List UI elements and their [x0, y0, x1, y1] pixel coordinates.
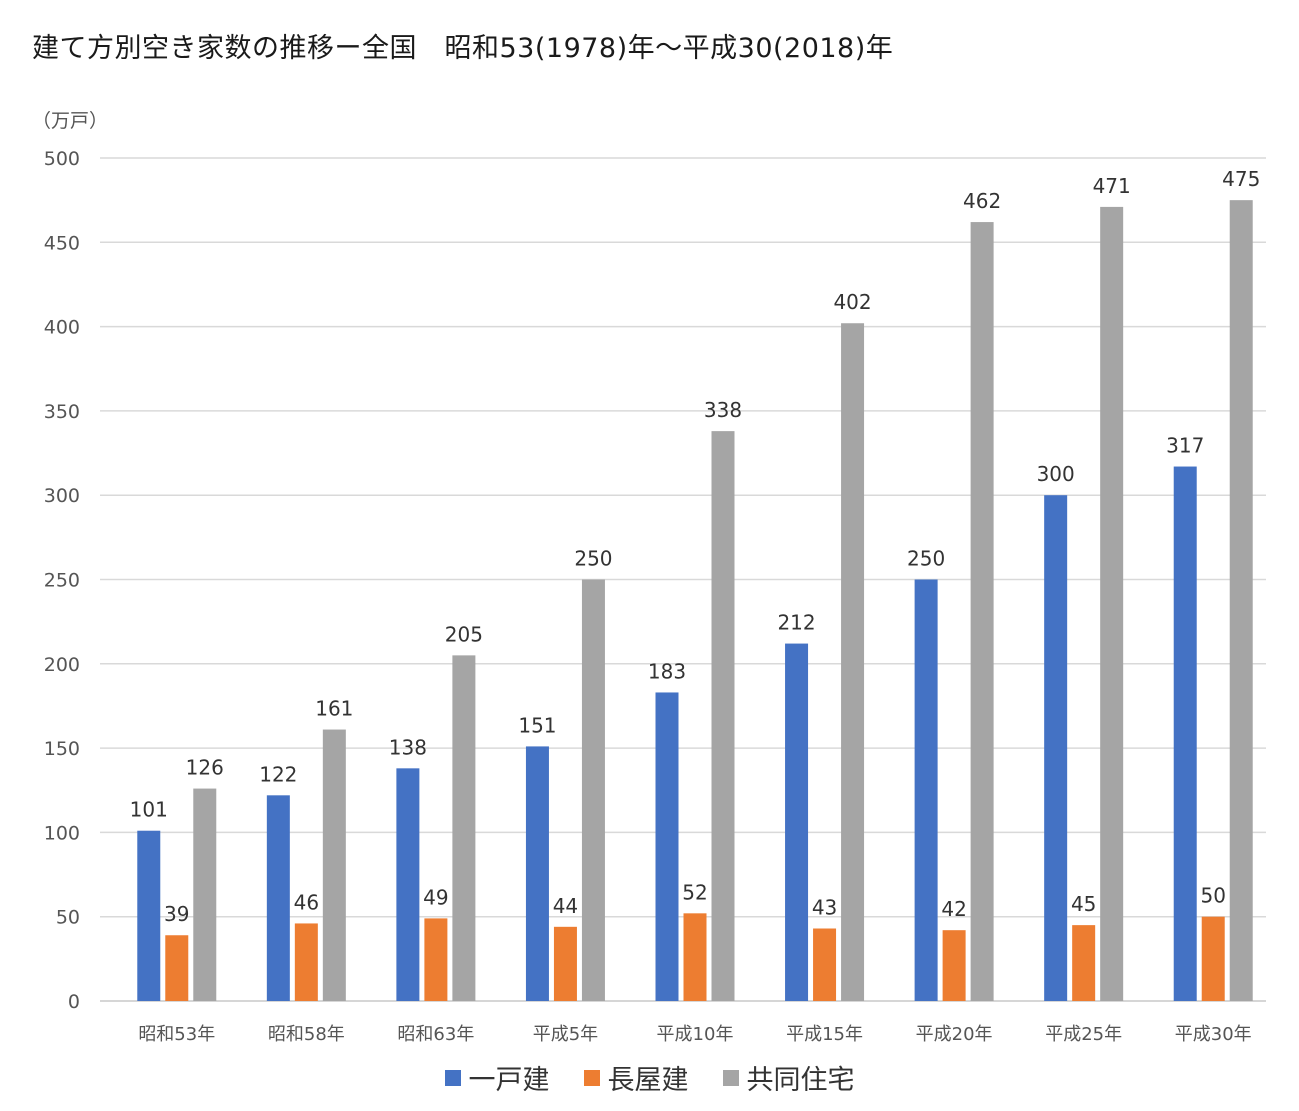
- data-label: 402: [833, 290, 871, 314]
- bar: [452, 655, 476, 1001]
- chart-title: 建て方別空き家数の推移ー全国 昭和53(1978)年〜平成30(2018)年: [32, 33, 894, 64]
- x-tick-label: 平成25年: [1045, 1024, 1122, 1045]
- data-label: 138: [389, 735, 427, 759]
- bar: [711, 431, 735, 1002]
- legend-swatch-1: [583, 1069, 600, 1086]
- legend: 一戸建 長屋建 共同住宅: [0, 1058, 1299, 1097]
- bar: [193, 788, 217, 1001]
- bar: [1100, 206, 1124, 1002]
- legend-label-0: 一戸建: [468, 1065, 550, 1096]
- x-tick-label: 平成15年: [786, 1024, 863, 1045]
- data-label: 183: [648, 659, 686, 683]
- bar: [1201, 916, 1225, 1001]
- y-tick-label: 50: [56, 907, 80, 929]
- data-label: 42: [941, 897, 966, 921]
- y-tick-label: 350: [44, 401, 80, 423]
- legend-item-0: 一戸建: [444, 1058, 550, 1097]
- data-label: 50: [1200, 884, 1225, 908]
- bar: [165, 935, 189, 1001]
- legend-label-2: 共同住宅: [746, 1065, 855, 1096]
- data-label: 250: [574, 547, 612, 571]
- x-tick-label: 昭和53年: [138, 1024, 215, 1045]
- x-tick-label: 平成30年: [1175, 1024, 1252, 1045]
- y-tick-label: 250: [44, 570, 80, 592]
- data-label: 44: [553, 894, 578, 918]
- x-tick-label: 平成10年: [657, 1024, 734, 1045]
- data-label: 49: [423, 885, 448, 909]
- data-label: 338: [704, 398, 742, 422]
- bar: [266, 795, 290, 1001]
- bar: [970, 222, 994, 1001]
- data-label: 205: [445, 622, 483, 646]
- bar: [525, 746, 549, 1001]
- legend-swatch-2: [722, 1069, 739, 1086]
- bar: [396, 768, 420, 1001]
- data-label: 43: [812, 896, 837, 920]
- y-tick-label: 400: [44, 317, 80, 339]
- y-tick-label: 450: [44, 232, 80, 254]
- x-tick-label: 平成20年: [916, 1024, 993, 1045]
- y-tick-label: 0: [68, 991, 80, 1013]
- data-label: 52: [682, 880, 707, 904]
- data-label: 212: [777, 611, 815, 635]
- data-label: 317: [1166, 434, 1204, 458]
- y-tick-label: 300: [44, 485, 80, 507]
- bar: [785, 643, 809, 1001]
- bar: [294, 923, 318, 1001]
- y-tick-label: 150: [44, 738, 80, 760]
- bar: [813, 928, 837, 1001]
- data-label: 45: [1071, 892, 1096, 916]
- bar: [322, 729, 346, 1001]
- data-label: 46: [294, 890, 319, 914]
- bar: [683, 913, 707, 1001]
- bar: [1072, 925, 1096, 1001]
- bar: [942, 930, 966, 1001]
- data-label: 471: [1093, 174, 1131, 198]
- bar: [914, 579, 938, 1001]
- data-label: 250: [907, 547, 945, 571]
- legend-item-2: 共同住宅: [722, 1058, 855, 1097]
- bar: [553, 926, 577, 1001]
- legend-item-1: 長屋建: [583, 1058, 689, 1097]
- bar: [1229, 200, 1253, 1001]
- data-label: 101: [130, 798, 168, 822]
- data-label: 126: [186, 756, 224, 780]
- legend-swatch-0: [444, 1069, 461, 1086]
- data-label: 151: [518, 713, 556, 737]
- bar: [1044, 495, 1068, 1001]
- bar: [581, 579, 605, 1001]
- y-tick-label: 500: [44, 148, 80, 170]
- y-axis-unit-label: （万戸）: [32, 110, 109, 132]
- data-label: 300: [1037, 462, 1075, 486]
- x-tick-label: 昭和63年: [397, 1024, 474, 1045]
- bar: [1173, 466, 1197, 1002]
- x-tick-label: 平成5年: [533, 1024, 598, 1045]
- bar: [841, 323, 865, 1001]
- bar: [655, 692, 679, 1001]
- y-tick-label: 200: [44, 654, 80, 676]
- data-label: 475: [1222, 167, 1260, 191]
- bar: [137, 830, 161, 1001]
- bar: [424, 918, 448, 1001]
- x-tick-label: 昭和58年: [268, 1024, 345, 1045]
- y-tick-label: 100: [44, 822, 80, 844]
- data-label: 122: [259, 762, 297, 786]
- data-label: 161: [315, 697, 353, 721]
- legend-label-1: 長屋建: [607, 1065, 689, 1096]
- data-label: 39: [164, 902, 189, 926]
- data-label: 462: [963, 189, 1001, 213]
